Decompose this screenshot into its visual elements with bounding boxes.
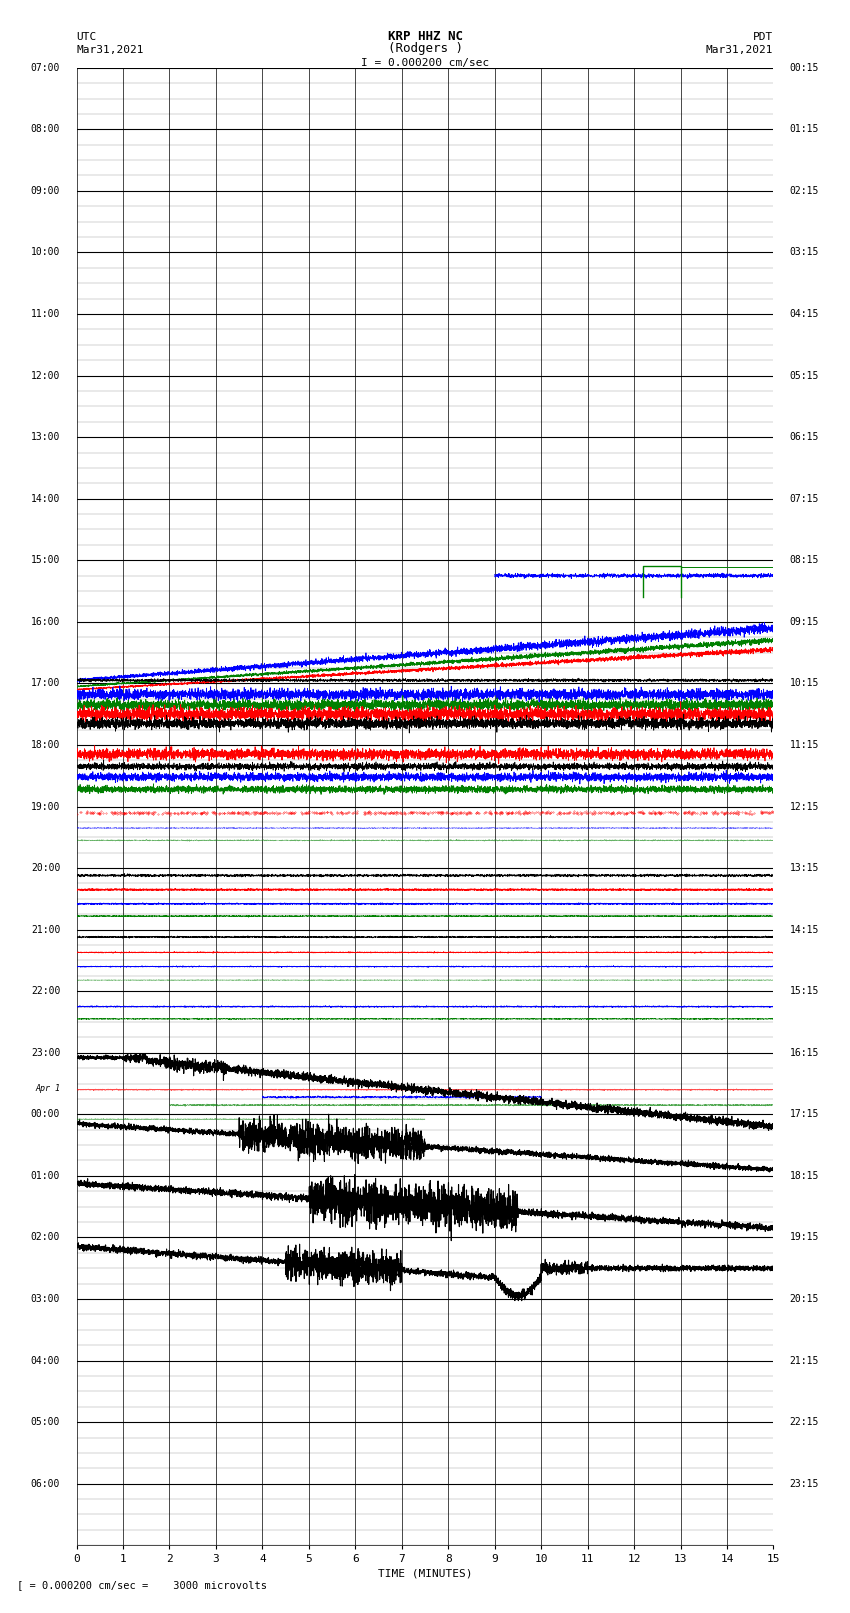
Text: 17:15: 17:15	[790, 1110, 819, 1119]
Text: UTC: UTC	[76, 32, 97, 42]
Text: 07:00: 07:00	[31, 63, 60, 73]
Text: 17:00: 17:00	[31, 679, 60, 689]
Text: (Rodgers ): (Rodgers )	[388, 42, 462, 55]
Text: Apr 1: Apr 1	[35, 1084, 60, 1092]
Text: [ = 0.000200 cm/sec =    3000 microvolts: [ = 0.000200 cm/sec = 3000 microvolts	[17, 1581, 267, 1590]
Text: 05:00: 05:00	[31, 1418, 60, 1428]
Text: 03:15: 03:15	[790, 247, 819, 258]
Text: 18:15: 18:15	[790, 1171, 819, 1181]
Text: Mar31,2021: Mar31,2021	[706, 45, 774, 55]
Text: 04:00: 04:00	[31, 1355, 60, 1366]
Text: 21:15: 21:15	[790, 1355, 819, 1366]
Text: 07:15: 07:15	[790, 494, 819, 503]
Text: 20:15: 20:15	[790, 1294, 819, 1303]
Text: 14:15: 14:15	[790, 924, 819, 934]
Text: 06:00: 06:00	[31, 1479, 60, 1489]
Text: 23:15: 23:15	[790, 1479, 819, 1489]
Text: I = 0.000200 cm/sec: I = 0.000200 cm/sec	[361, 58, 489, 68]
Text: KRP HHZ NC: KRP HHZ NC	[388, 29, 462, 44]
Text: PDT: PDT	[753, 32, 774, 42]
Text: 11:00: 11:00	[31, 310, 60, 319]
Text: 01:00: 01:00	[31, 1171, 60, 1181]
Text: 19:15: 19:15	[790, 1232, 819, 1242]
Text: 10:15: 10:15	[790, 679, 819, 689]
Text: 08:15: 08:15	[790, 555, 819, 565]
Text: 00:00: 00:00	[31, 1110, 60, 1119]
Text: 05:15: 05:15	[790, 371, 819, 381]
Text: 20:00: 20:00	[31, 863, 60, 873]
Text: 15:00: 15:00	[31, 555, 60, 565]
Text: 12:15: 12:15	[790, 802, 819, 811]
Text: 02:00: 02:00	[31, 1232, 60, 1242]
Text: 18:00: 18:00	[31, 740, 60, 750]
Text: 10:00: 10:00	[31, 247, 60, 258]
Text: 04:15: 04:15	[790, 310, 819, 319]
Text: 08:00: 08:00	[31, 124, 60, 134]
Text: 13:15: 13:15	[790, 863, 819, 873]
Text: 13:00: 13:00	[31, 432, 60, 442]
Text: Mar31,2021: Mar31,2021	[76, 45, 144, 55]
Text: 03:00: 03:00	[31, 1294, 60, 1303]
Text: 11:15: 11:15	[790, 740, 819, 750]
Text: 06:15: 06:15	[790, 432, 819, 442]
Text: 22:00: 22:00	[31, 986, 60, 997]
X-axis label: TIME (MINUTES): TIME (MINUTES)	[377, 1568, 473, 1579]
Text: 16:00: 16:00	[31, 616, 60, 627]
Text: 23:00: 23:00	[31, 1048, 60, 1058]
Text: 22:15: 22:15	[790, 1418, 819, 1428]
Text: 21:00: 21:00	[31, 924, 60, 934]
Text: 02:15: 02:15	[790, 185, 819, 195]
Text: 15:15: 15:15	[790, 986, 819, 997]
Text: 14:00: 14:00	[31, 494, 60, 503]
Text: 12:00: 12:00	[31, 371, 60, 381]
Text: 19:00: 19:00	[31, 802, 60, 811]
Text: 09:15: 09:15	[790, 616, 819, 627]
Text: 01:15: 01:15	[790, 124, 819, 134]
Text: 00:15: 00:15	[790, 63, 819, 73]
Text: 16:15: 16:15	[790, 1048, 819, 1058]
Text: 09:00: 09:00	[31, 185, 60, 195]
